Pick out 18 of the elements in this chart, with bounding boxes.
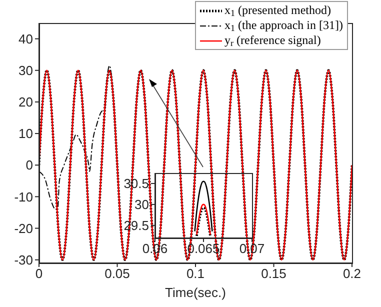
- x-axis-title: Time(sec.): [165, 285, 226, 300]
- x-tick-label: 0.05: [104, 266, 130, 282]
- legend-label: y$_{r}$ (reference signal): [224, 33, 321, 48]
- x-tick-label: 0.15: [261, 266, 286, 282]
- y-tick-label: -20: [14, 220, 33, 236]
- x-tick-label: 0: [35, 266, 43, 282]
- y-tick-label: -30: [14, 252, 33, 268]
- y-tick-label: 10: [18, 126, 33, 142]
- y-tick-label: 0: [26, 158, 33, 173]
- y-tick-label: 30: [134, 197, 149, 212]
- x-tick-label: 0.2: [342, 266, 362, 282]
- y-tick-label: 40: [18, 31, 33, 46]
- legend-label: x$_{1}$ (the approach in [31]): [224, 18, 343, 33]
- y-tick-label: -10: [14, 189, 33, 204]
- x-tick-label: 0.1: [186, 266, 205, 282]
- legend-label: x$_{1}$ (presented method): [224, 3, 332, 18]
- y-tick-label: 30: [18, 62, 33, 78]
- y-tick-label: 20: [18, 94, 33, 110]
